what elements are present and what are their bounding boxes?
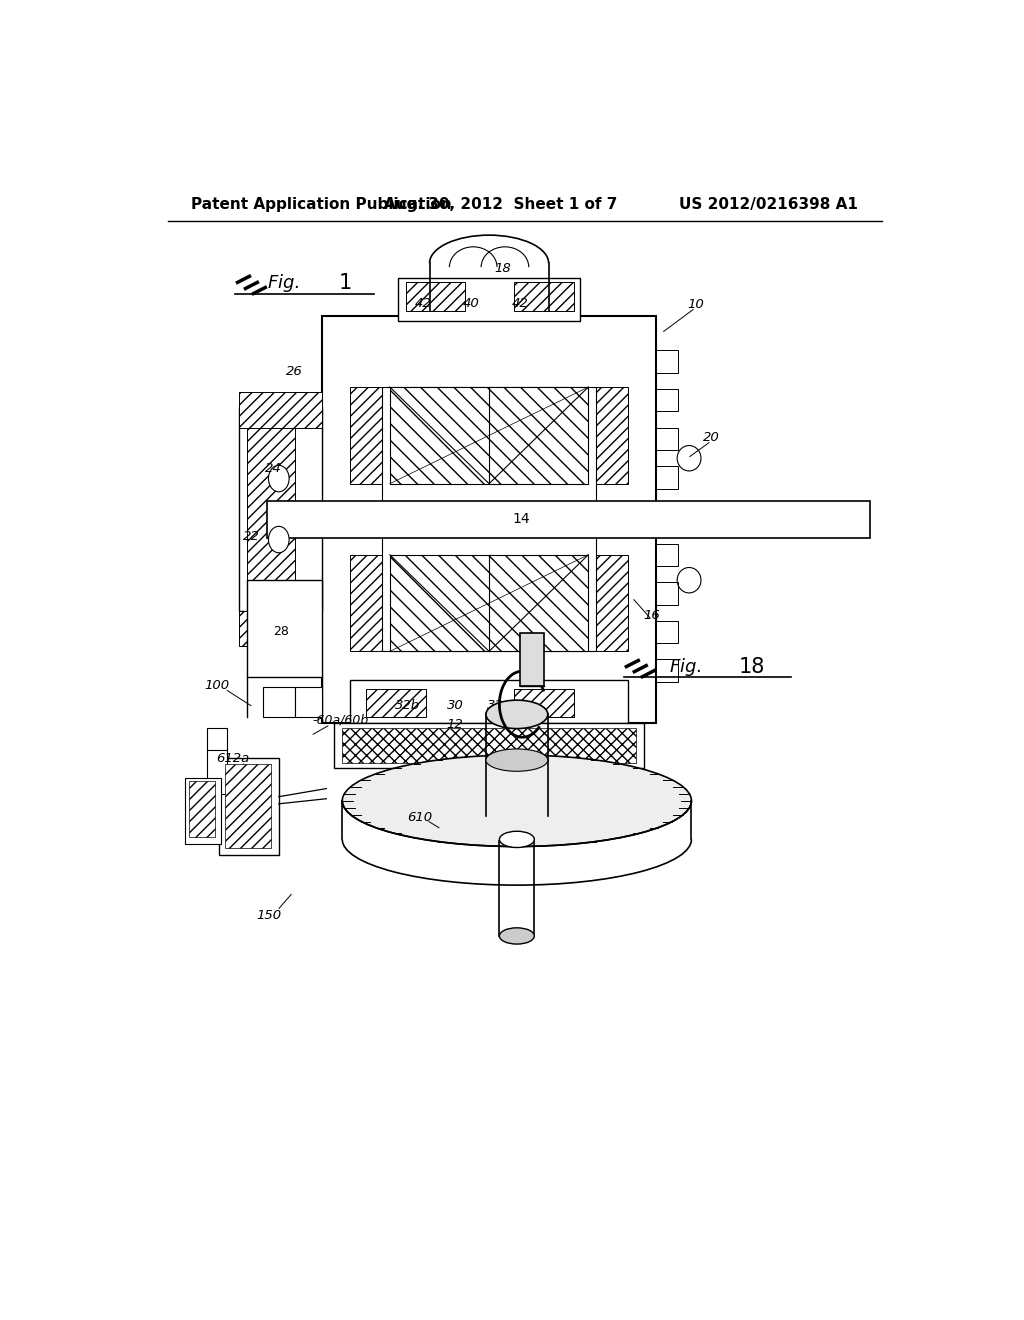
Text: 42: 42	[415, 297, 431, 310]
Text: 610: 610	[408, 810, 432, 824]
Polygon shape	[390, 554, 588, 651]
Text: 18: 18	[739, 656, 766, 677]
Text: 150: 150	[257, 909, 282, 923]
Bar	[263, 686, 295, 718]
Text: 28: 28	[273, 624, 289, 638]
Text: 10: 10	[687, 298, 703, 312]
Bar	[514, 282, 574, 312]
Text: 12: 12	[446, 718, 463, 731]
Text: US 2012/0216398 A1: US 2012/0216398 A1	[679, 197, 858, 211]
Bar	[382, 387, 596, 651]
Bar	[655, 660, 678, 682]
Text: 24: 24	[265, 462, 282, 475]
Ellipse shape	[500, 832, 535, 847]
Bar	[207, 727, 227, 750]
Text: Aug. 30, 2012  Sheet 1 of 7: Aug. 30, 2012 Sheet 1 of 7	[384, 197, 617, 211]
Bar	[655, 389, 678, 412]
Bar	[655, 544, 678, 566]
Bar	[655, 582, 678, 605]
Text: 40: 40	[463, 297, 479, 310]
Bar	[350, 554, 628, 651]
Text: 42: 42	[512, 297, 528, 310]
Bar	[520, 634, 544, 686]
Text: 32b: 32b	[395, 698, 420, 711]
Bar	[323, 315, 655, 722]
Bar	[655, 620, 678, 643]
Bar	[350, 680, 628, 722]
Ellipse shape	[342, 755, 691, 846]
Text: 22: 22	[243, 531, 259, 543]
Bar	[219, 758, 279, 854]
Text: 1: 1	[338, 273, 351, 293]
Bar	[514, 689, 574, 718]
Text: 20: 20	[702, 432, 720, 445]
Text: 612a: 612a	[216, 751, 250, 764]
Bar	[240, 392, 323, 428]
Bar	[267, 500, 870, 537]
Text: 26: 26	[287, 366, 303, 379]
Bar	[655, 466, 678, 488]
Text: 32a: 32a	[487, 698, 512, 711]
Text: $\mathit{Fig.}$: $\mathit{Fig.}$	[267, 272, 299, 294]
Bar	[207, 748, 227, 793]
Text: 16: 16	[643, 610, 660, 622]
Bar	[189, 781, 214, 837]
Bar	[240, 408, 323, 611]
Ellipse shape	[500, 928, 535, 944]
Bar	[247, 422, 295, 601]
Circle shape	[268, 527, 289, 553]
Ellipse shape	[486, 748, 548, 771]
Bar	[367, 689, 426, 718]
Bar	[240, 611, 323, 647]
Bar	[350, 387, 628, 483]
Text: -60a/60b: -60a/60b	[312, 714, 369, 727]
Bar	[397, 279, 581, 321]
Text: 100: 100	[205, 680, 229, 693]
Text: $\mathit{Fig.}$: $\mathit{Fig.}$	[670, 656, 701, 677]
Text: Patent Application Publication: Patent Application Publication	[191, 197, 453, 211]
Bar	[655, 428, 678, 450]
Text: 14: 14	[512, 512, 529, 527]
Circle shape	[268, 466, 289, 492]
Ellipse shape	[486, 700, 548, 729]
Bar	[295, 686, 323, 718]
Bar	[655, 506, 678, 528]
Bar	[406, 282, 465, 312]
Bar	[225, 764, 270, 847]
Polygon shape	[390, 387, 588, 483]
Bar	[185, 779, 221, 845]
Text: 18: 18	[495, 261, 511, 275]
Text: 30: 30	[446, 698, 463, 711]
Bar	[342, 727, 636, 763]
Bar	[334, 722, 644, 768]
Bar	[655, 351, 678, 372]
Bar	[247, 581, 323, 677]
